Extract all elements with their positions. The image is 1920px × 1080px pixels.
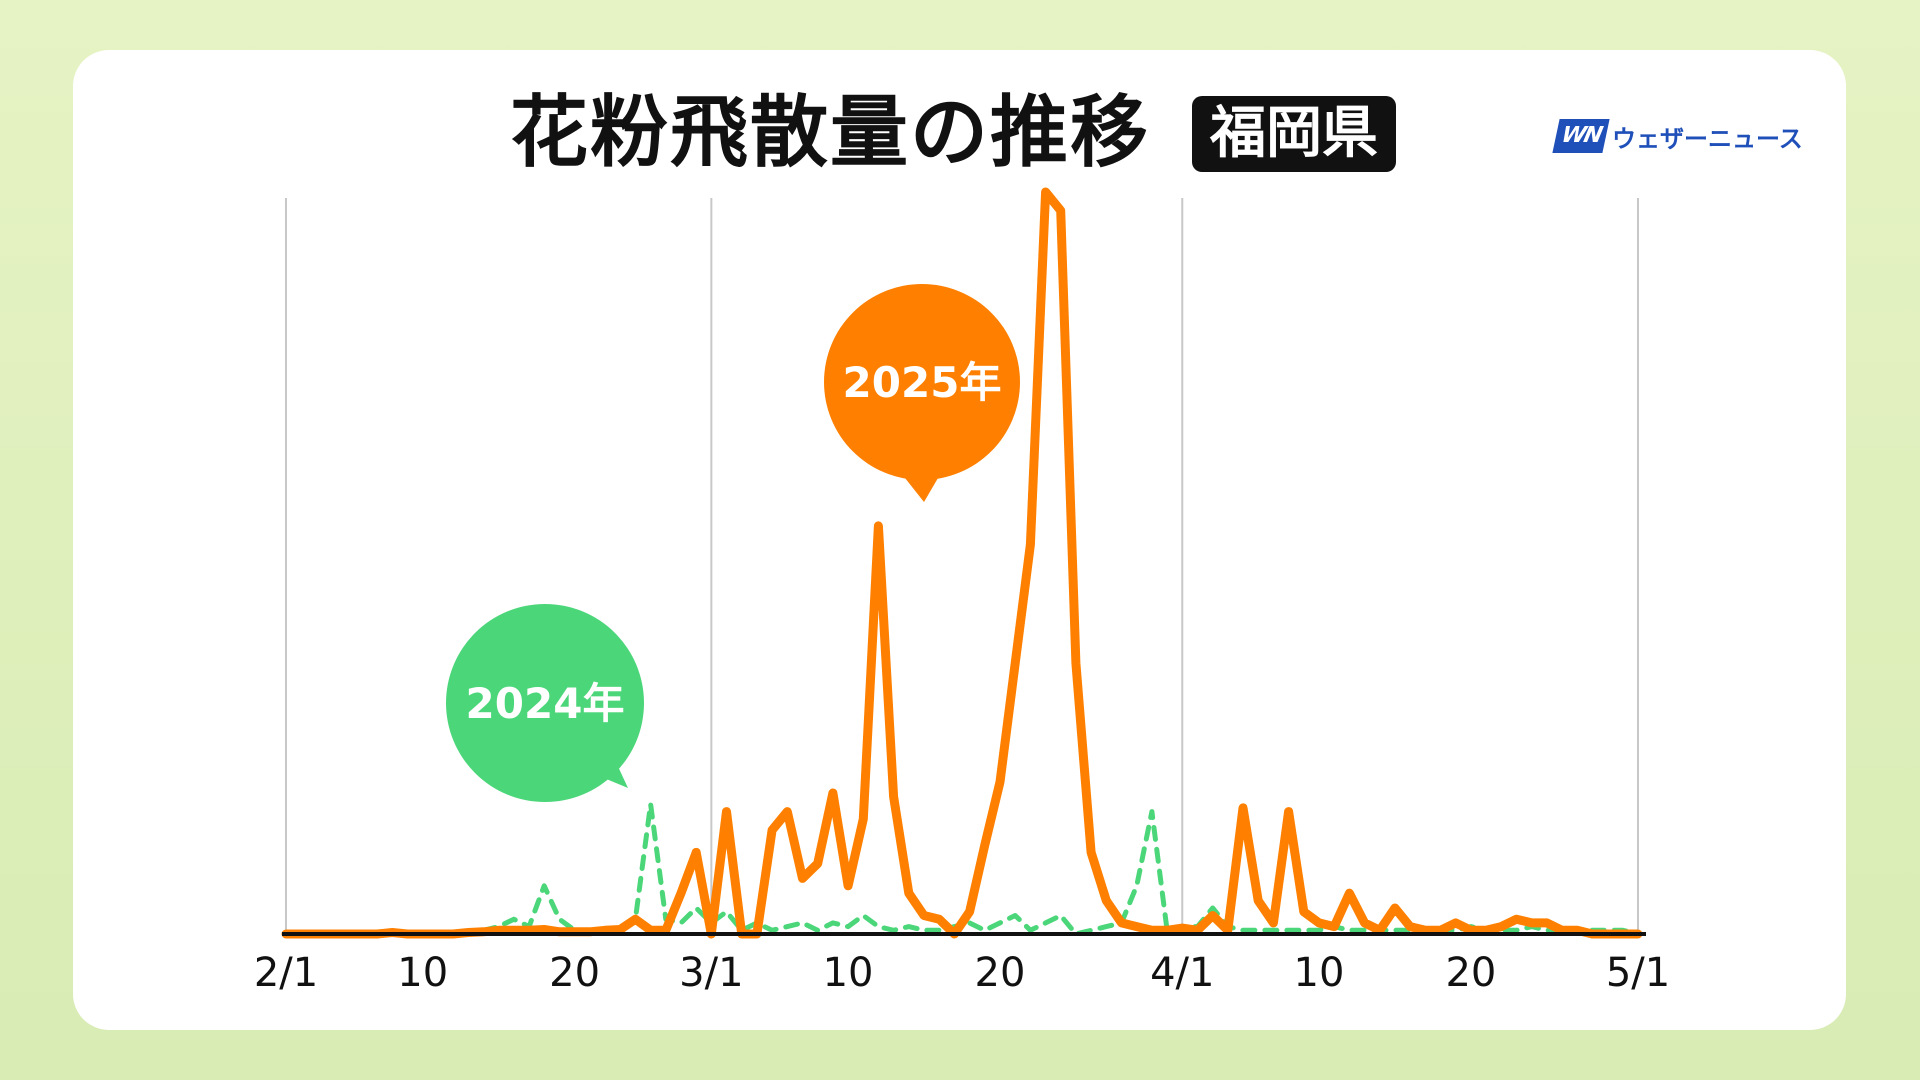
x-tick-label-7: 10 (1294, 950, 1345, 996)
prefecture-badge: 福岡県 (1192, 96, 1396, 172)
annotation-label-1: 2024年 (466, 679, 625, 728)
x-tick-label-8: 20 (1445, 950, 1496, 996)
x-tick-label-5: 20 (975, 950, 1026, 996)
annotation-bubble-1 (446, 604, 644, 802)
x-tick-label-1: 10 (397, 950, 448, 996)
annotation-bubble-tail-0 (905, 478, 938, 502)
series-line-2024 (283, 801, 1641, 937)
x-tick-label-4: 10 (823, 950, 874, 996)
annotation-bubble-tail-1 (575, 760, 628, 788)
annotation-bubble-0 (824, 284, 1020, 480)
series-line-2025 (281, 187, 1643, 939)
page-title: 花粉飛散量の推移 (510, 88, 1151, 178)
x-tick-label-0: 2/1 (254, 950, 318, 996)
x-tick-label-6: 4/1 (1150, 950, 1214, 996)
chart-card (73, 50, 1846, 1030)
annotation-label-0: 2025年 (843, 358, 1002, 407)
brand-logo: WN ウェザーニュース (1552, 116, 1803, 156)
x-tick-label-9: 5/1 (1606, 950, 1670, 996)
title-row: 花粉飛散量の推移 福岡県 (0, 88, 1920, 178)
x-tick-label-3: 3/1 (679, 950, 743, 996)
brand-name: ウェザーニュース (1612, 124, 1803, 153)
x-tick-label-2: 20 (549, 950, 600, 996)
